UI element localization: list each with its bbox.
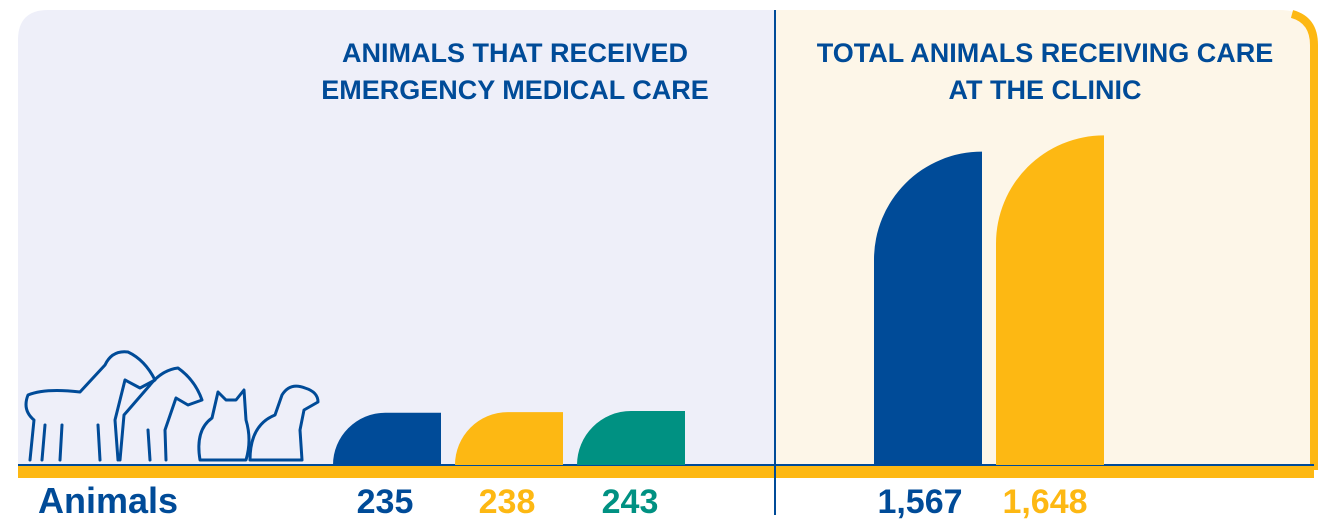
value-label: 1,648 [1002, 483, 1087, 521]
page: Animals ANIMALS THAT RECEIVED EMERGENCY M… [0, 0, 1323, 525]
value-label: 243 [602, 483, 659, 521]
infographic: Animals ANIMALS THAT RECEIVED EMERGENCY M… [0, 0, 1323, 525]
chart-title: ANIMALS THAT RECEIVED [342, 38, 688, 68]
row-label: Animals [38, 480, 178, 521]
baseline-accent [18, 466, 1314, 478]
chart-title: AT THE CLINIC [949, 75, 1142, 105]
value-label: 235 [357, 483, 414, 521]
chart-title: TOTAL ANIMALS RECEIVING CARE [817, 38, 1274, 68]
value-label: 238 [479, 483, 536, 521]
chart-title: EMERGENCY MEDICAL CARE [321, 75, 709, 105]
value-label: 1,567 [877, 483, 962, 521]
